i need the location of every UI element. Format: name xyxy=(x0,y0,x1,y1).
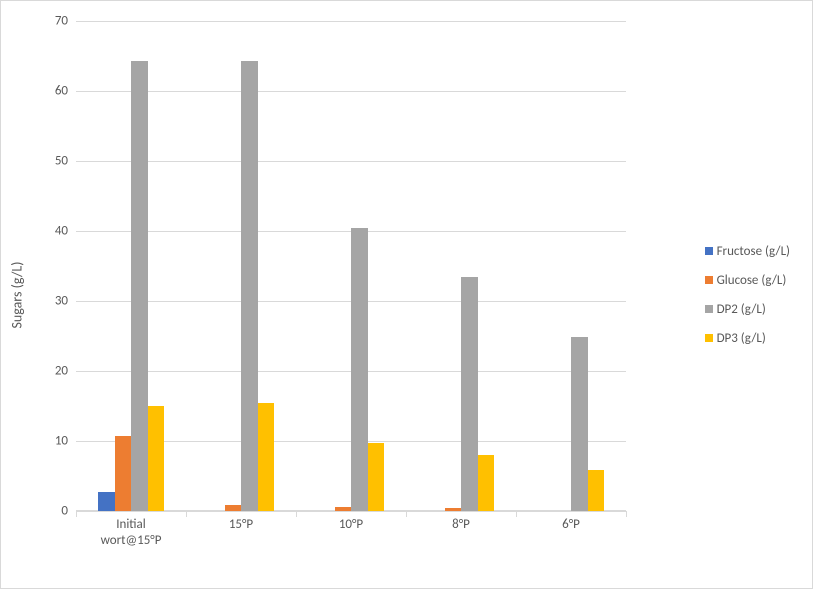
bar xyxy=(351,228,368,512)
bar xyxy=(115,436,132,511)
y-tick-label: 40 xyxy=(36,224,76,239)
y-tick-label: 50 xyxy=(36,154,76,169)
bar xyxy=(368,443,385,511)
gridline xyxy=(76,161,626,162)
y-tick-label: 20 xyxy=(36,364,76,379)
sugars-bar-chart: Sugars (g/L) 010203040506070Initialwort@… xyxy=(0,0,813,589)
legend-item: DP3 (g/L) xyxy=(705,331,790,346)
bar xyxy=(148,406,165,511)
legend-swatch xyxy=(705,276,713,284)
x-category-label: 6°P xyxy=(516,511,626,533)
legend-item: Glucose (g/L) xyxy=(705,273,790,288)
x-category-label: 10°P xyxy=(296,511,406,533)
legend-label: Fructose (g/L) xyxy=(717,244,790,259)
bar xyxy=(131,61,148,511)
bar xyxy=(461,277,478,512)
legend-label: DP3 (g/L) xyxy=(717,331,766,346)
bar xyxy=(571,337,588,511)
bar xyxy=(445,508,462,511)
legend-label: DP2 (g/L) xyxy=(717,302,766,317)
legend-item: Fructose (g/L) xyxy=(705,244,790,259)
bar xyxy=(241,61,258,511)
y-tick-label: 0 xyxy=(36,504,76,519)
bar xyxy=(258,403,275,512)
x-category-label: 8°P xyxy=(406,511,516,533)
bar xyxy=(98,492,115,511)
legend-item: DP2 (g/L) xyxy=(705,302,790,317)
x-category-label: Initialwort@15°P xyxy=(76,511,186,550)
y-tick-label: 70 xyxy=(36,14,76,29)
bar xyxy=(225,505,242,511)
y-tick-label: 60 xyxy=(36,84,76,99)
x-tick xyxy=(626,511,627,517)
legend-swatch xyxy=(705,334,713,342)
gridline xyxy=(76,21,626,22)
y-tick-label: 10 xyxy=(36,434,76,449)
plot-area: 010203040506070Initialwort@15°P15°P10°P8… xyxy=(76,21,626,511)
gridline xyxy=(76,91,626,92)
legend-swatch xyxy=(705,247,713,255)
legend-label: Glucose (g/L) xyxy=(717,273,787,288)
legend-swatch xyxy=(705,305,713,313)
y-axis-title: Sugars (g/L) xyxy=(9,261,26,328)
x-category-label: 15°P xyxy=(186,511,296,533)
legend: Fructose (g/L) Glucose (g/L) DP2 (g/L) DP3 … xyxy=(705,244,790,346)
y-tick-label: 30 xyxy=(36,294,76,309)
bar xyxy=(335,507,352,511)
bar xyxy=(588,470,605,511)
bar xyxy=(478,455,495,511)
